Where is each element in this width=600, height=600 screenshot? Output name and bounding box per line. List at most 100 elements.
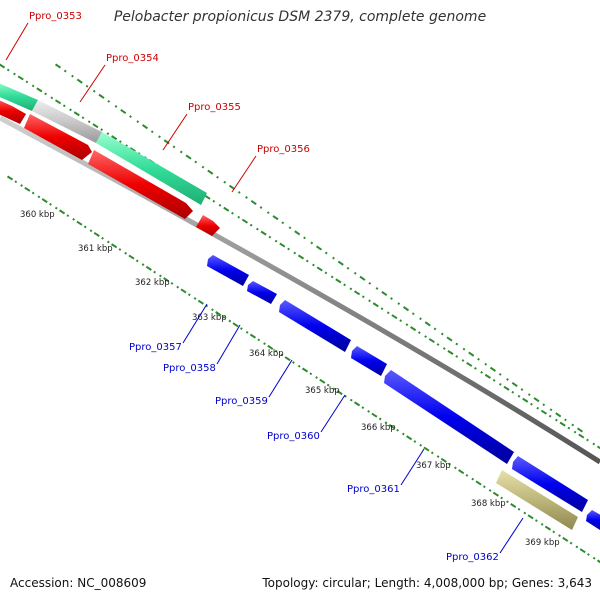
tick-mark (17, 75, 24, 81)
tick-mark (575, 545, 579, 549)
tick-mark (428, 338, 435, 344)
ruler-label: 367 kbp (416, 461, 451, 471)
cds-arrow-ppro-0356-c[interactable] (88, 150, 193, 219)
tick-mark (159, 274, 162, 278)
tick-mark (274, 239, 278, 243)
tick-mark (448, 462, 451, 466)
tick-mark (25, 80, 29, 84)
tick-mark (548, 414, 552, 418)
tick-mark (114, 105, 118, 108)
tick-mark (176, 285, 180, 289)
feature-label-ppro-0356[interactable]: Ppro_0356 (257, 144, 310, 155)
leader-line-ppro-0361 (400, 448, 425, 486)
tick-mark (578, 433, 585, 439)
tick-mark (284, 356, 291, 362)
tick-mark (14, 180, 18, 184)
tick-mark (361, 406, 365, 410)
tick-mark (447, 350, 454, 355)
feature-label-ppro-0353[interactable]: Ppro_0353 (29, 11, 82, 22)
tick-mark (498, 382, 502, 386)
tick-mark (197, 299, 204, 305)
feature-label-ppro-0358[interactable]: Ppro_0358 (163, 363, 216, 374)
tick-mark (413, 440, 417, 443)
tick-mark (480, 371, 484, 374)
tick-mark (330, 275, 334, 279)
tick-mark (31, 191, 35, 195)
tick-mark (440, 457, 447, 463)
cds-arrow-ppro-0355[interactable] (96, 132, 207, 205)
tick-mark (401, 432, 405, 436)
tick-mark (92, 89, 96, 93)
tick-mark (484, 373, 491, 379)
cds-arrow-ppro-0359[interactable] (279, 300, 351, 352)
tick-mark (44, 92, 47, 96)
cds-arrow-ppro-0354[interactable] (32, 100, 102, 143)
tick-mark (506, 500, 509, 504)
tick-mark (301, 367, 309, 373)
tick-mark (49, 202, 52, 206)
tick-mark (454, 466, 457, 470)
tick-mark (488, 489, 492, 492)
cds-arrow-ppro-0356-b[interactable] (24, 114, 92, 160)
tick-mark (294, 230, 301, 236)
cds-arrow-ppro-0353[interactable] (0, 81, 38, 111)
feature-label-ppro-0362[interactable]: Ppro_0362 (446, 552, 499, 563)
feature-label-ppro-0354[interactable]: Ppro_0354 (106, 53, 159, 64)
cds-arrow-ppro-0356-d[interactable] (196, 215, 220, 236)
tick-mark (120, 108, 127, 115)
tick-mark (544, 525, 552, 531)
tick-mark (367, 410, 371, 413)
tick-tracks (0, 63, 600, 564)
tick-mark (517, 394, 521, 398)
tick-mark (533, 397, 540, 403)
map-title: Pelobacter propionicus DSM 2379, complet… (113, 9, 487, 25)
feature-label-ppro-0355[interactable]: Ppro_0355 (188, 102, 241, 113)
tick-mark (257, 338, 261, 342)
cds-arrow-ppro-0357[interactable] (207, 255, 249, 286)
tick-mark (223, 206, 230, 212)
tick-mark (353, 271, 357, 275)
tick-mark (232, 322, 239, 328)
tick-mark (106, 240, 110, 244)
tick-mark (279, 242, 286, 248)
cds-arrow-ppro-0360[interactable] (351, 346, 387, 376)
tick-mark (129, 147, 136, 153)
tick-mark (141, 263, 145, 266)
cds-arrow-ppro-0361[interactable] (384, 370, 514, 464)
tick-mark (163, 277, 170, 283)
tick-mark (267, 344, 274, 350)
tick-mark (371, 412, 378, 418)
tick-mark (576, 427, 584, 433)
feature-label-ppro-0357[interactable]: Ppro_0357 (129, 342, 182, 353)
tick-mark (522, 397, 529, 403)
tick-mark (511, 390, 515, 394)
tick-mark (245, 330, 249, 334)
cds-arrow-ppro-0356-a[interactable] (0, 98, 26, 124)
tick-mark (266, 211, 270, 215)
tick-mark (135, 259, 139, 263)
cds-arrow-ppro-0362-a[interactable] (512, 456, 588, 512)
tick-mark (335, 278, 342, 284)
tick-mark (592, 442, 596, 446)
tick-mark (433, 327, 437, 331)
tick-mark (241, 218, 249, 224)
feature-label-ppro-0360[interactable]: Ppro_0360 (267, 431, 320, 442)
feature-label-ppro-0361[interactable]: Ppro_0361 (347, 484, 400, 495)
cds-arrow-ppro-0358[interactable] (247, 281, 277, 304)
tick-mark (368, 281, 372, 285)
tick-mark (399, 319, 403, 323)
feature-label-ppro-0359[interactable]: Ppro_0359 (215, 396, 268, 407)
tick-mark (466, 361, 473, 367)
tick-mark (567, 426, 571, 430)
tick-mark (527, 514, 534, 520)
tick-mark (228, 184, 236, 190)
tick-mark (315, 376, 318, 379)
cds-arrow-olive[interactable] (496, 470, 578, 530)
tick-mark (368, 299, 371, 303)
tick-mark (386, 311, 390, 315)
tick-mark (50, 96, 54, 100)
cds-arrow-ppro-0362-b[interactable] (586, 510, 600, 530)
tick-mark (73, 111, 80, 117)
